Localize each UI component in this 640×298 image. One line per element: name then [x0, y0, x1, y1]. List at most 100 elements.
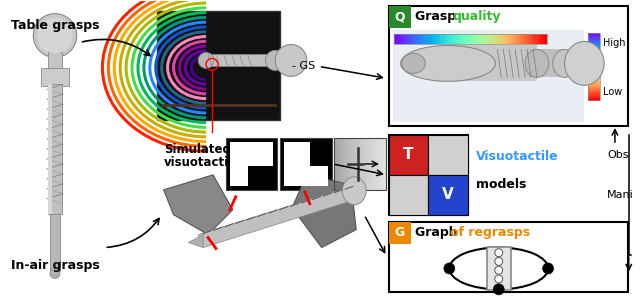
Bar	[388, 222, 410, 243]
Bar	[588, 43, 600, 44]
Bar	[526, 34, 529, 44]
Text: High: High	[603, 38, 625, 47]
Bar	[493, 34, 496, 44]
Bar	[588, 83, 600, 85]
Bar	[588, 45, 600, 46]
Bar	[588, 94, 600, 96]
Text: of regrasps: of regrasps	[450, 226, 530, 239]
Bar	[381, 138, 382, 190]
Bar	[588, 47, 600, 49]
Bar	[514, 34, 516, 44]
Bar	[588, 49, 600, 51]
Bar	[588, 53, 600, 55]
Bar	[361, 138, 362, 190]
Bar	[354, 138, 355, 190]
Bar	[525, 49, 564, 77]
Text: - GS: - GS	[292, 61, 316, 72]
Bar	[385, 138, 386, 190]
Bar	[357, 138, 358, 190]
Bar	[588, 51, 600, 52]
Bar	[394, 34, 397, 44]
Bar	[588, 90, 600, 92]
Bar	[539, 34, 542, 44]
Bar	[445, 34, 448, 44]
Ellipse shape	[33, 14, 77, 58]
Text: visuotactile: visuotactile	[164, 156, 241, 169]
Bar	[204, 55, 271, 66]
Bar	[588, 56, 600, 58]
Text: G: G	[394, 226, 404, 239]
Text: Mani: Mani	[607, 190, 634, 200]
Circle shape	[444, 263, 455, 274]
Bar	[435, 34, 438, 44]
Text: Grasp: Grasp	[415, 10, 461, 23]
Text: T: T	[403, 148, 414, 162]
Bar	[499, 34, 501, 44]
Bar	[388, 222, 628, 292]
Bar	[524, 34, 527, 44]
Bar	[157, 11, 280, 120]
Bar	[588, 71, 600, 72]
Bar	[473, 34, 476, 44]
Bar	[363, 138, 364, 190]
Bar	[355, 138, 356, 190]
Bar	[588, 66, 600, 68]
Bar	[367, 138, 368, 190]
Bar	[588, 41, 600, 42]
Bar	[383, 138, 384, 190]
Bar	[432, 34, 435, 44]
Bar	[588, 89, 600, 91]
Bar	[588, 63, 600, 65]
Bar	[388, 175, 428, 215]
Bar	[496, 34, 499, 44]
Bar	[440, 34, 443, 44]
Bar	[346, 138, 348, 190]
Bar	[340, 138, 341, 190]
Bar	[588, 80, 600, 82]
Bar	[412, 34, 415, 44]
Bar	[351, 138, 352, 190]
Bar	[280, 138, 332, 190]
Bar	[476, 34, 479, 44]
Bar	[588, 87, 600, 88]
Bar	[447, 34, 451, 44]
Bar	[588, 78, 600, 79]
Bar	[588, 77, 600, 78]
Polygon shape	[188, 235, 203, 248]
Bar	[455, 34, 458, 44]
Bar	[511, 34, 514, 44]
Bar	[378, 138, 379, 190]
Polygon shape	[230, 142, 273, 186]
Text: Q: Q	[394, 10, 405, 23]
Bar	[364, 138, 365, 190]
Bar	[396, 34, 399, 44]
Bar	[588, 68, 600, 69]
Text: Low: Low	[603, 87, 622, 97]
Bar	[588, 35, 600, 36]
Ellipse shape	[525, 49, 548, 77]
Bar	[588, 38, 600, 40]
Bar	[374, 138, 375, 190]
Ellipse shape	[275, 44, 307, 76]
Bar	[491, 34, 493, 44]
Ellipse shape	[553, 49, 577, 77]
Bar	[588, 61, 600, 62]
Text: Table grasps: Table grasps	[11, 18, 99, 32]
Bar	[588, 70, 600, 72]
Bar	[368, 138, 369, 190]
Bar	[588, 92, 600, 94]
Text: V: V	[442, 187, 454, 202]
Bar	[335, 138, 386, 190]
Bar	[370, 138, 371, 190]
Bar	[536, 34, 540, 44]
Bar	[406, 34, 410, 44]
Circle shape	[495, 249, 502, 257]
Bar	[394, 34, 547, 44]
Bar	[588, 82, 600, 84]
Bar	[366, 138, 367, 190]
Bar	[588, 99, 600, 101]
Bar	[388, 6, 628, 126]
Bar	[344, 138, 346, 190]
Bar	[376, 138, 377, 190]
Bar	[588, 58, 600, 60]
